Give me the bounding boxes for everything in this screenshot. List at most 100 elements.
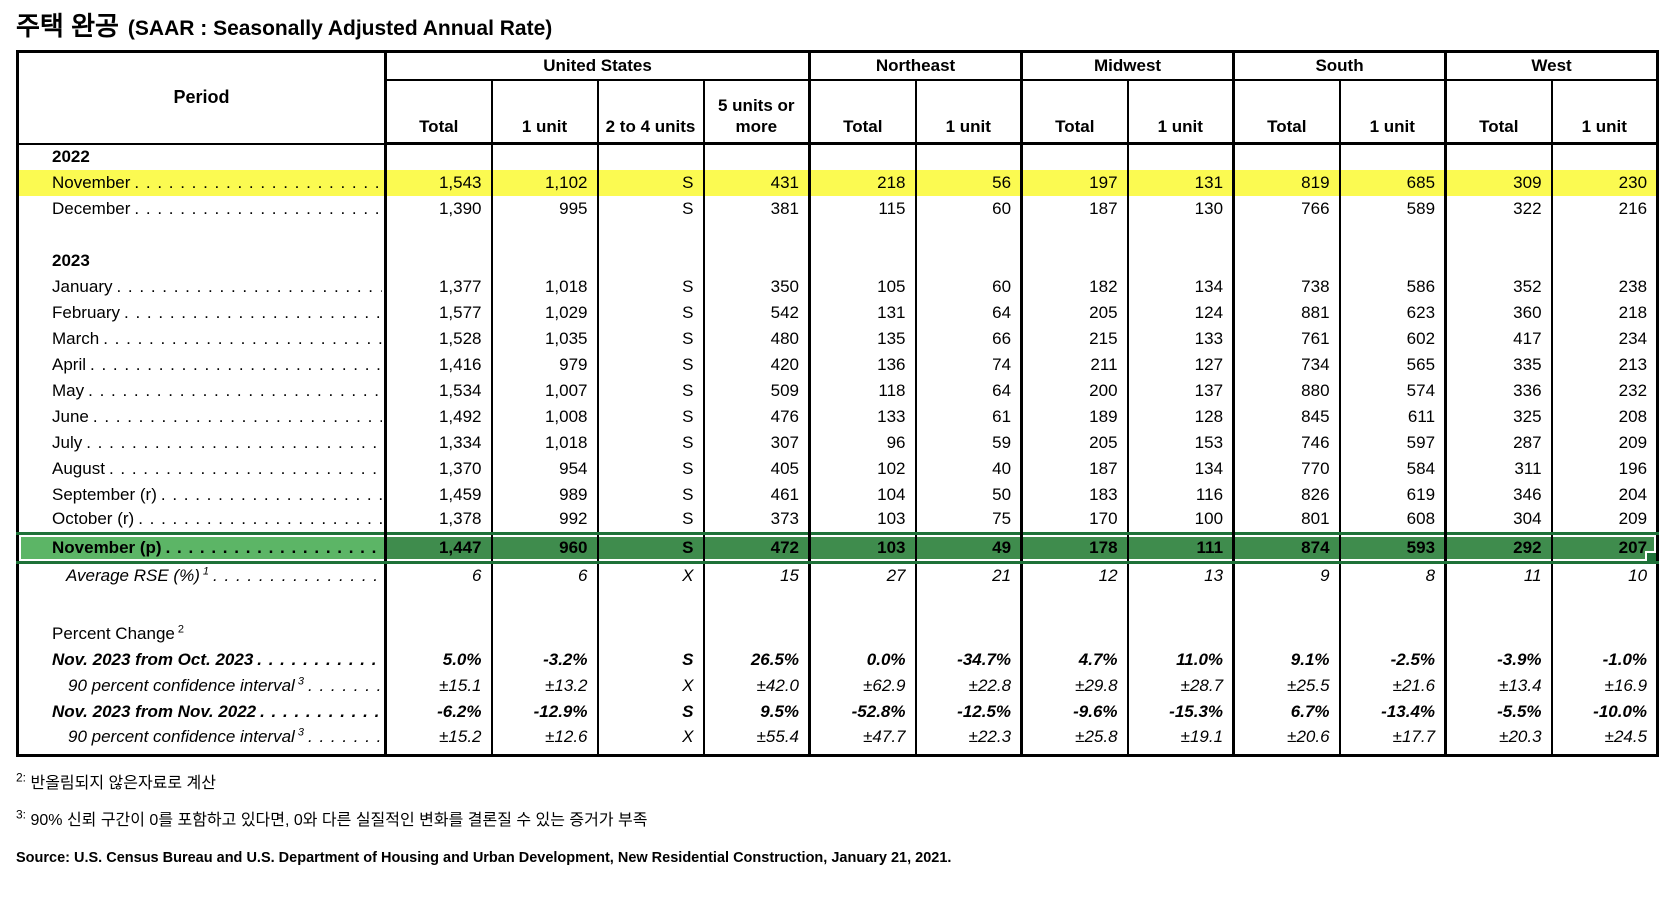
column-header: 1 unit <box>490 80 598 145</box>
selected-row-november-p: November (p)1,447960S4721034917811187459… <box>17 532 1658 564</box>
empty-cell <box>1338 613 1446 647</box>
dot-leader <box>166 539 382 558</box>
ci-row: 90 percent confidence interval 3±15.2±12… <box>18 724 1658 756</box>
value-cell: ±17.7 <box>1338 724 1446 756</box>
value-cell: 238 <box>1550 273 1658 300</box>
value-cell: S <box>596 507 704 534</box>
value-cell: ±29.8 <box>1020 672 1128 699</box>
empty-cell <box>596 613 704 647</box>
value-cell: 60 <box>914 273 1022 300</box>
value-cell: ±16.9 <box>1550 672 1658 699</box>
housing-completions-table: Period United States Northeast Midwest Sout… <box>16 50 1660 757</box>
value-cell: 61 <box>914 403 1022 430</box>
value-cell: 59 <box>914 429 1022 456</box>
row-label: 2023 <box>52 250 90 270</box>
row-label: May <box>18 378 386 404</box>
title-english: (SAAR : Seasonally Adjusted Annual Rate) <box>127 17 553 40</box>
value-cell: 420 <box>702 351 810 378</box>
value-cell: 216 <box>1550 195 1658 222</box>
value-cell: 9.5% <box>702 698 810 725</box>
value-cell: 40 <box>914 455 1022 482</box>
value-cell: S <box>596 429 704 456</box>
value-cell[interactable]: 292 <box>1444 532 1552 564</box>
year-row: 2023 <box>18 247 1658 274</box>
value-cell: 124 <box>1126 299 1234 326</box>
value-cell: -3.9% <box>1444 646 1552 673</box>
value-cell: -2.5% <box>1338 646 1446 673</box>
empty-cell <box>1444 588 1552 614</box>
value-cell: ±55.4 <box>702 724 810 756</box>
ci-row: 90 percent confidence interval 3±15.1±13… <box>18 672 1658 699</box>
empty-cell <box>1550 143 1658 170</box>
value-cell: 685 <box>1338 169 1446 196</box>
value-cell: 27 <box>808 562 916 589</box>
value-cell: 1,377 <box>384 273 492 300</box>
dot-leader <box>260 703 382 722</box>
value-cell[interactable]: 874 <box>1232 532 1340 564</box>
row-label: September (r) <box>18 482 386 508</box>
column-header: Total <box>808 80 916 145</box>
empty-cell <box>808 588 916 614</box>
value-cell: -15.3% <box>1126 698 1234 725</box>
empty-cell <box>808 143 916 170</box>
value-cell: 311 <box>1444 455 1552 482</box>
empty-cell <box>1020 221 1128 248</box>
value-cell[interactable]: 103 <box>808 532 916 564</box>
value-cell: 211 <box>1020 351 1128 378</box>
row-label: Nov. 2023 from Nov. 2022 <box>18 699 386 725</box>
value-cell: 102 <box>808 455 916 482</box>
value-cell: 6 <box>490 562 598 589</box>
value-cell[interactable]: 593 <box>1338 532 1446 564</box>
dot-leader <box>86 434 382 453</box>
row-label: 90 percent confidence interval 3 <box>18 673 386 699</box>
empty-cell <box>914 613 1022 647</box>
value-cell: -12.9% <box>490 698 598 725</box>
row-label: November <box>17 169 386 196</box>
value-cell: S <box>596 299 704 326</box>
column-header: Total <box>1444 80 1552 145</box>
empty-cell <box>1444 247 1552 274</box>
row-label: July <box>18 430 386 456</box>
value-cell: 0.0% <box>808 646 916 673</box>
value-cell[interactable]: 111 <box>1126 532 1234 564</box>
empty-cell <box>596 588 704 614</box>
empty-cell <box>384 588 492 614</box>
dot-leader <box>308 677 382 696</box>
empty-cell <box>1444 143 1552 170</box>
footnote-2-text: 반올림되지 않은자료로 계산 <box>30 775 216 792</box>
column-header: Total <box>384 80 492 145</box>
empty-cell <box>1232 613 1340 647</box>
empty-cell <box>1126 143 1234 170</box>
value-cell: 11.0% <box>1126 646 1234 673</box>
value-cell: ±24.5 <box>1550 724 1658 756</box>
value-cell: 1,018 <box>490 429 598 456</box>
value-cell[interactable]: 49 <box>914 532 1022 564</box>
rse-row: Average RSE (%) 166X1527211213981110 <box>18 562 1658 589</box>
value-cell: 234 <box>1550 325 1658 352</box>
value-cell: 1,029 <box>490 299 598 326</box>
value-cell: ±20.6 <box>1232 724 1340 756</box>
group-header-midwest: Midwest <box>1020 51 1234 81</box>
value-cell[interactable]: 1,447 <box>384 532 492 564</box>
empty-cell <box>1126 247 1234 274</box>
dot-leader <box>134 174 382 193</box>
dot-leader <box>109 460 382 479</box>
dot-leader <box>308 728 382 747</box>
value-cell[interactable]: 472 <box>702 532 810 564</box>
value-cell: 1,492 <box>384 403 492 430</box>
value-cell[interactable]: S <box>596 532 704 564</box>
value-cell: 746 <box>1232 429 1340 456</box>
value-cell: 189 <box>1020 403 1128 430</box>
selection-fill-handle[interactable] <box>1645 551 1658 560</box>
value-cell[interactable]: 207 <box>1550 532 1658 564</box>
value-cell: 801 <box>1232 507 1340 534</box>
row-label: June <box>18 404 386 430</box>
footnote-3-marker: 3: <box>16 807 27 822</box>
value-cell: 187 <box>1020 195 1128 222</box>
value-cell[interactable]: 178 <box>1020 532 1128 564</box>
row-label[interactable]: November (p) <box>17 532 386 564</box>
value-cell[interactable]: 960 <box>490 532 598 564</box>
value-cell: 130 <box>1126 195 1234 222</box>
footnote-3-text: 90% 신뢰 구간이 0를 포함하고 있다면, 0와 다른 실질적인 변화를 결… <box>30 812 648 829</box>
